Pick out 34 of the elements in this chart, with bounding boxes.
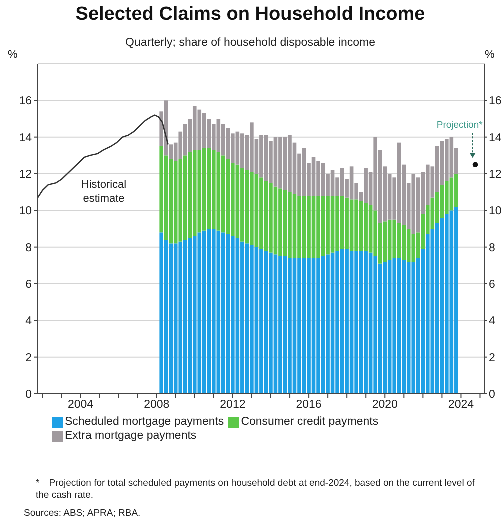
source-note: Sources: ABS; APRA; RBA.: [24, 508, 142, 520]
y2-tick-label: 10: [489, 206, 501, 218]
y-tick-label: 12: [19, 169, 32, 182]
y2-tick-label: 16: [489, 96, 501, 108]
y-tick-label: 4: [26, 316, 33, 328]
x-tick-label: 2004: [68, 399, 94, 412]
x-tick-label: 2012: [220, 399, 246, 412]
x-tick-label: 2024: [448, 399, 475, 412]
y2-tick-label: 0: [489, 389, 496, 402]
y2-tick-label: 2: [489, 352, 496, 364]
text: Projection*: [436, 120, 484, 132]
y-tick-label: 2: [26, 352, 32, 364]
text: * Projection for total scheduled payments on household debt at end-2024, based on the current level of the cash rate.: [36, 478, 476, 502]
y2-tick-label: 4: [489, 316, 496, 328]
y-tick-label: 0: [26, 389, 32, 402]
legend-label: Scheduled mortgage payments: [64, 416, 224, 428]
x-tick-label: 2020: [372, 399, 398, 412]
chart-title: Selected Claims on Household Income: [74, 4, 426, 26]
y-axis-title: %: [8, 48, 18, 61]
x-tick-label: 2008: [144, 399, 170, 412]
y2-tick-label: 12: [489, 169, 501, 182]
y-tick-label: 8: [26, 242, 32, 254]
y-tick-label: 16: [19, 96, 32, 108]
y-tick-label: 10: [19, 206, 32, 218]
x-tick-label: 2016: [296, 399, 322, 412]
y-tick-label: 14: [19, 132, 33, 144]
legend-label: Extra mortgage payments: [64, 430, 197, 442]
legend-label: Consumer credit payments: [240, 416, 379, 428]
annotation: Historical estimate: [80, 178, 128, 206]
y2-axis-title: %: [485, 48, 495, 61]
y2-tick-label: 6: [489, 279, 496, 292]
y-tick-label: 6: [26, 279, 32, 292]
y2-tick-label: 8: [489, 242, 496, 254]
chart-subtitle: Quarterly; share of household disposable income: [124, 37, 376, 49]
